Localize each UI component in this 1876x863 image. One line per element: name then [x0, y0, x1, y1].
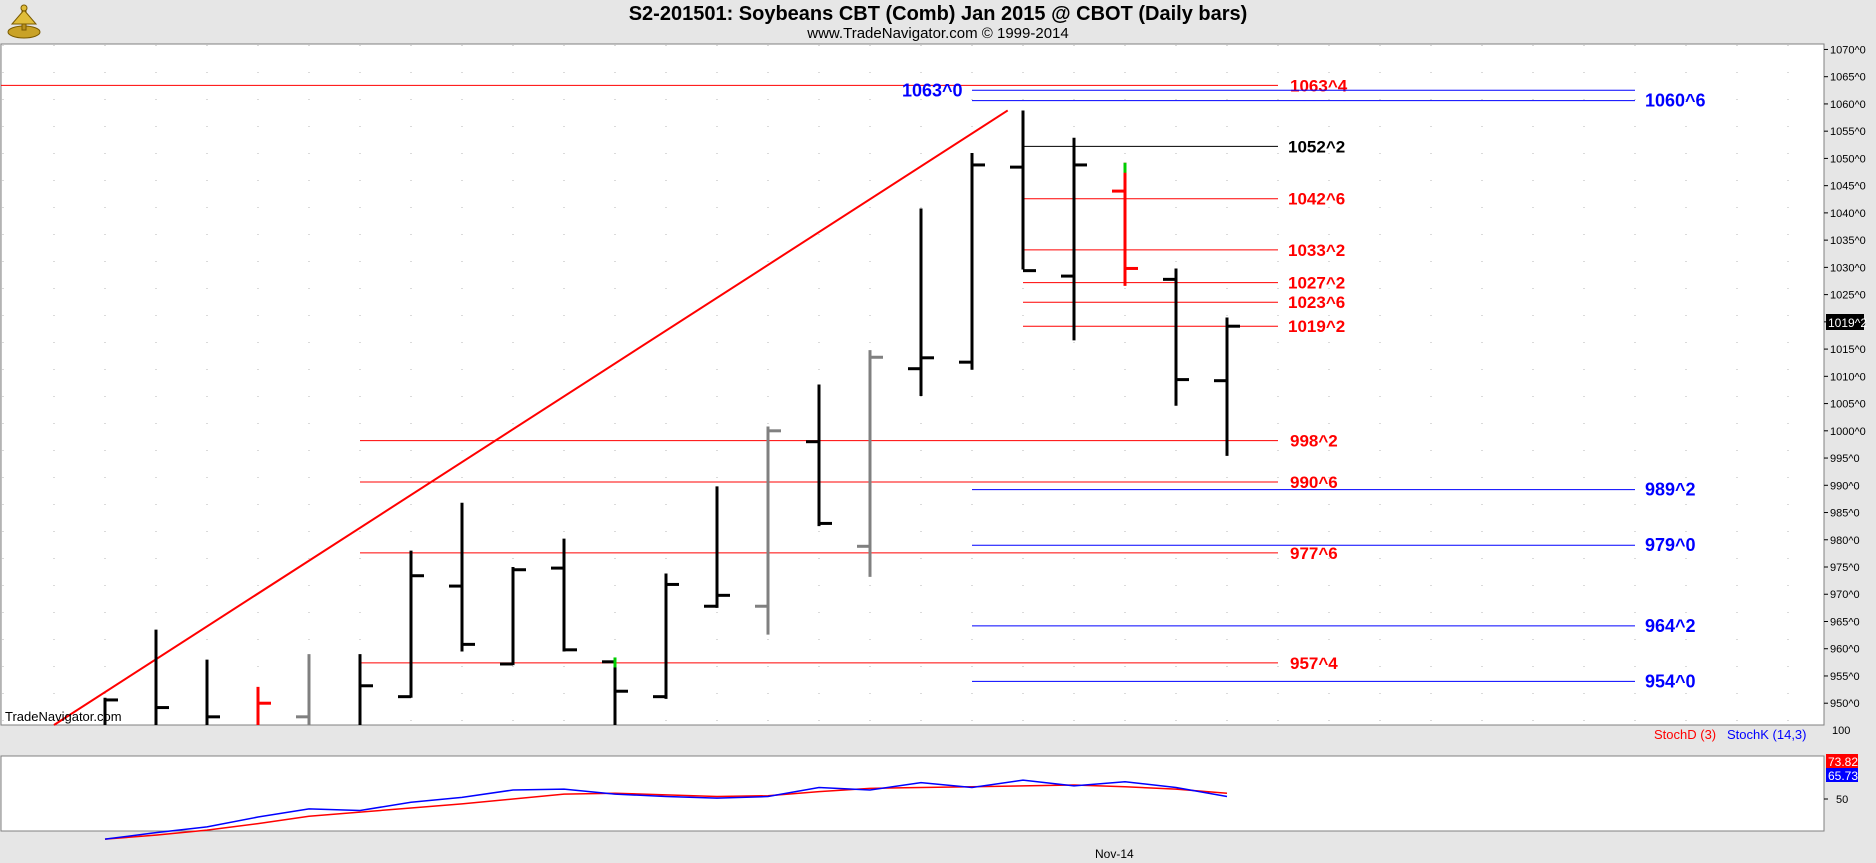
stochk-value: 65.73	[1828, 769, 1858, 783]
y-tick-label: 960^0	[1830, 644, 1860, 656]
stoch-y-tick-label: 100	[1832, 725, 1850, 737]
level-label: 979^0	[1645, 535, 1696, 555]
stochk-value-box	[1826, 768, 1858, 782]
level-label: 990^6	[1290, 473, 1338, 492]
y-tick-label: 980^0	[1830, 535, 1860, 547]
stochd-line	[104, 784, 1228, 840]
chart-subtitle: www.TradeNavigator.com © 1999-2014	[807, 25, 1069, 42]
y-tick-label: 1030^0	[1830, 262, 1866, 274]
stochastic-lines: 100 50	[104, 725, 1850, 840]
horizontal-levels: 1063^4 1063^0 1060^6 1052^2 1042^6 1033^2 1027…	[1, 76, 1706, 691]
chart-title: S2-201501: Soybeans CBT (Comb) Jan 2015 …	[628, 3, 1248, 25]
y-tick-label: 1065^0	[1830, 72, 1866, 84]
price-bars	[103, 110, 1240, 725]
y-tick-label: 1045^0	[1830, 181, 1866, 193]
level-label: 989^2	[1645, 480, 1696, 500]
y-tick-label: 995^0	[1830, 453, 1860, 465]
level-label: 1052^2	[1288, 137, 1345, 156]
y-tick-label: 990^0	[1830, 480, 1860, 492]
y-tick-label: 965^0	[1830, 616, 1860, 628]
stochd-value: 73.82	[1828, 755, 1858, 769]
level-label: 964^2	[1645, 616, 1696, 636]
level-label: 1042^6	[1288, 190, 1345, 209]
stoch-y-tick-label: 50	[1836, 794, 1848, 806]
level-label: 977^6	[1290, 544, 1338, 563]
level-label: 1027^2	[1288, 274, 1345, 293]
last-price-box	[1826, 314, 1864, 330]
y-tick-label: 970^0	[1830, 589, 1860, 601]
level-label: 1060^6	[1645, 91, 1706, 111]
tradenavigator-logo-icon	[7, 4, 41, 39]
y-tick-label: 1000^0	[1830, 426, 1866, 438]
level-label: 957^4	[1290, 654, 1338, 673]
y-tick-label: 1005^0	[1830, 399, 1866, 411]
trendline	[53, 109, 1009, 726]
stochd-value-box	[1826, 754, 1858, 768]
x-tick-label: Nov-14	[1095, 847, 1134, 861]
legend-stochk: StochK (14,3)	[1727, 727, 1807, 742]
level-label: 1063^0	[902, 80, 963, 100]
level-label: 1063^4	[1290, 76, 1348, 95]
level-label: 1033^2	[1288, 241, 1345, 260]
y-tick-label: 1025^0	[1830, 290, 1866, 302]
level-label: 954^0	[1645, 671, 1696, 691]
y-tick-label: 950^0	[1830, 698, 1860, 710]
y-tick-label: 1070^0	[1830, 44, 1866, 56]
y-tick-label: 1035^0	[1830, 235, 1866, 247]
price-panel	[0, 43, 1825, 726]
x-axis-strip	[1, 840, 1824, 862]
y-axis: 1070^0 1065^0 1060^0 1055^0 1050^0 1045^0 1040…	[1824, 44, 1866, 710]
chart-header: S2-201501: Soybeans CBT (Comb) Jan 2015 …	[0, 0, 1876, 44]
y-tick-label: 1010^0	[1830, 371, 1866, 383]
y-tick-label: 985^0	[1830, 508, 1860, 520]
legend-stochd: StochD (3)	[1654, 727, 1716, 742]
watermark: TradeNavigator.com	[5, 709, 122, 724]
level-label: 1023^6	[1288, 293, 1345, 312]
stochk-line	[104, 779, 1228, 840]
y-tick-label: 1015^0	[1830, 344, 1866, 356]
level-label: 998^2	[1290, 432, 1338, 451]
y-tick-label: 1040^0	[1830, 208, 1866, 220]
y-tick-label: 1060^0	[1830, 99, 1866, 111]
y-tick-label: 1050^0	[1830, 153, 1866, 165]
y-tick-label: 975^0	[1830, 562, 1860, 574]
y-tick-label: 955^0	[1830, 671, 1860, 683]
level-label: 1019^2	[1288, 317, 1345, 336]
trendline	[53, 109, 1009, 726]
y-tick-label: 1055^0	[1830, 126, 1866, 138]
stochastic-panel	[0, 755, 1825, 832]
last-price-label: 1019^2	[1828, 316, 1867, 330]
